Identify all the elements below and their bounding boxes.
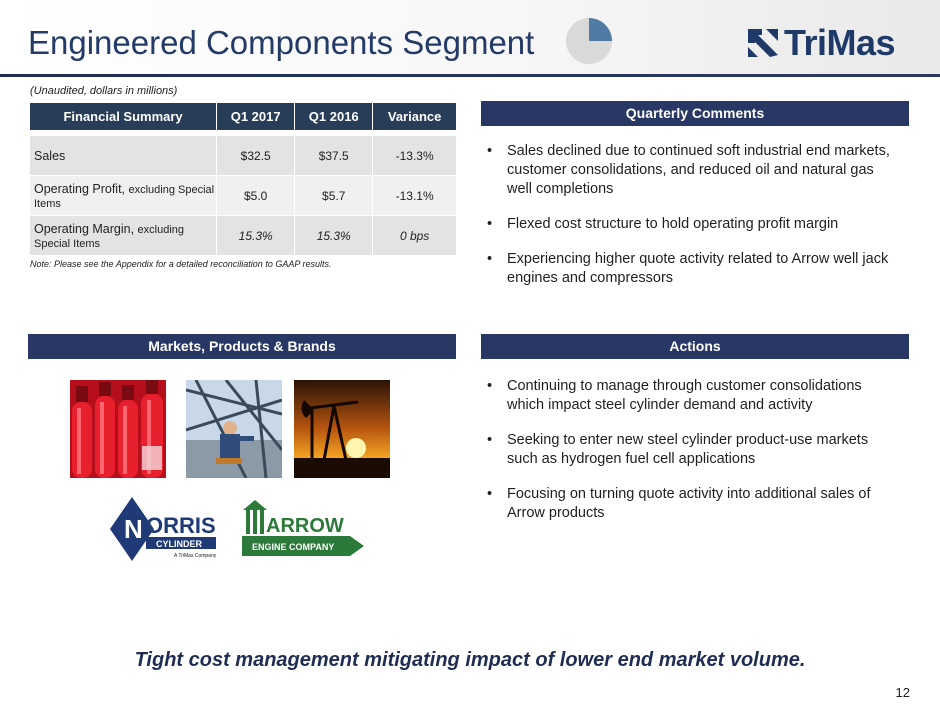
norris-logo-tagline: A TriMas Company [174, 553, 217, 559]
page-number: 12 [895, 685, 910, 700]
cell-variance: -13.3% [372, 136, 456, 176]
norris-logo-sub: CYLINDER [156, 539, 203, 549]
cell-variance: -13.1% [372, 175, 456, 216]
list-item: Continuing to manage through customer co… [482, 377, 902, 415]
arrow-engine-company-logo: ARROW ENGINE COMPANY [242, 500, 364, 556]
markets-products-brands-header: Markets, Products & Brands [28, 334, 456, 359]
worker-rig-photo [186, 380, 282, 478]
table-spacer [30, 130, 456, 136]
arrow-logo-name: ARROW [266, 515, 344, 537]
header-band [0, 0, 940, 74]
list-item: Seeking to enter new steel cylinder prod… [482, 431, 902, 469]
row-label: Operating Margin, excluding Special Item… [30, 215, 218, 256]
actions-list: Continuing to manage through customer co… [482, 377, 902, 539]
financial-summary-table: Financial Summary Q1 2017 Q1 2016 Varian… [30, 103, 456, 256]
quarterly-comments-header: Quarterly Comments [481, 101, 909, 126]
list-item: Experiencing higher quote activity relat… [482, 250, 902, 288]
table-row: Operating Margin, excluding Special Item… [30, 215, 456, 256]
cell-q1-2016: $5.7 [294, 175, 374, 216]
cell-variance: 0 bps [372, 215, 456, 256]
norris-logo-name: ORRIS [146, 513, 216, 538]
row-label: Operating Profit, excluding Special Item… [30, 175, 218, 216]
list-item: Sales declined due to continued soft ind… [482, 142, 902, 199]
cell-q1-2017: $32.5 [216, 136, 296, 176]
trimas-logo: TriMas [748, 22, 896, 64]
oil-pump-sunset-photo [294, 380, 390, 478]
table-row: Operating Profit, excluding Special Item… [30, 175, 456, 216]
table-header-row: Financial Summary Q1 2017 Q1 2016 Varian… [30, 103, 456, 130]
actions-header: Actions [481, 334, 909, 359]
row-label: Sales [30, 136, 218, 176]
column-header: Q1 2017 [216, 103, 296, 130]
red-cylinders-photo [70, 380, 166, 478]
cell-q1-2017: $5.0 [216, 175, 296, 216]
list-item: Flexed cost structure to hold operating … [482, 215, 902, 234]
gaap-note: Note: Please see the Appendix for a deta… [30, 259, 332, 269]
section-progress-pie-icon [566, 18, 612, 64]
quarterly-comments-list: Sales declined due to continued soft ind… [482, 142, 902, 304]
header-rule [0, 74, 940, 77]
arrow-logo-sub: ENGINE COMPANY [252, 542, 334, 552]
column-header: Variance [372, 103, 456, 130]
table-caption: (Unaudited, dollars in millions) [30, 85, 178, 97]
list-item: Focusing on turning quote activity into … [482, 485, 902, 523]
table-row: Sales $32.5 $37.5 -13.3% [30, 136, 456, 176]
column-header: Financial Summary [30, 103, 218, 130]
norris-cylinder-logo: N ORRIS CYLINDER A TriMas Company [110, 497, 217, 561]
trimas-logo-text: TriMas [784, 22, 896, 63]
svg-text:N: N [124, 514, 143, 544]
trimas-logo-mark-icon [748, 29, 778, 57]
pie-slice [589, 18, 612, 41]
column-header: Q1 2016 [294, 103, 374, 130]
cell-q1-2016: $37.5 [294, 136, 374, 176]
cell-q1-2016: 15.3% [294, 215, 374, 256]
footer-tagline: Tight cost management mitigating impact … [134, 649, 806, 671]
page-title: Engineered Components Segment [28, 24, 535, 61]
cell-q1-2017: 15.3% [216, 215, 296, 256]
